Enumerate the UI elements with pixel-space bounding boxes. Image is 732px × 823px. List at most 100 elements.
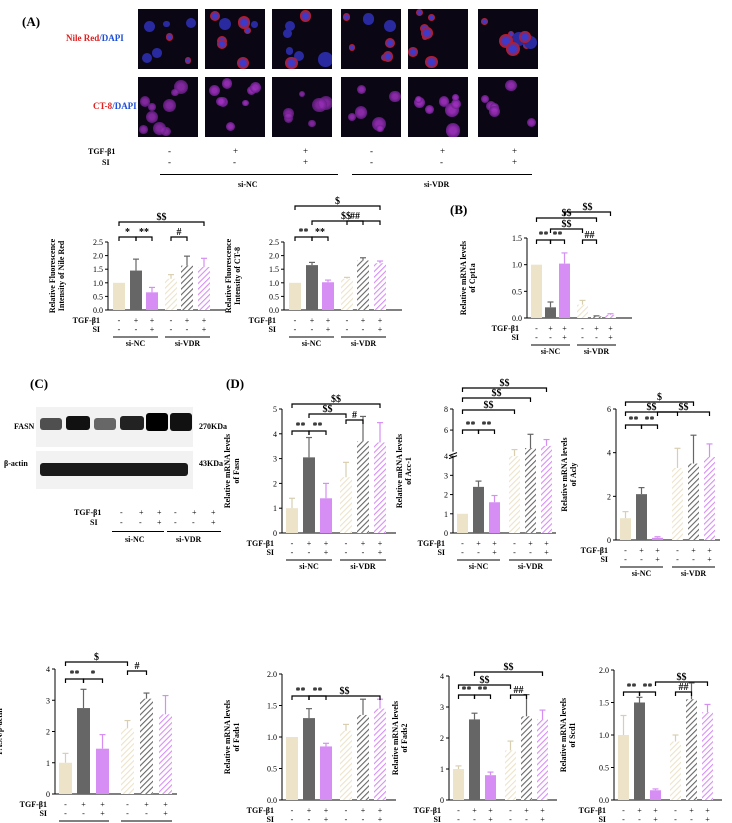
tgf-sign: + — [307, 539, 312, 548]
significance-bracket — [581, 239, 598, 244]
bar — [545, 307, 556, 318]
y-tick-label: 1 — [440, 765, 444, 774]
si-sign: - — [535, 333, 538, 342]
significance-bracket — [674, 691, 693, 696]
si-sign: - — [308, 548, 311, 557]
significance-label: ** — [643, 682, 653, 693]
bar — [357, 714, 369, 800]
significance-label: ## — [585, 230, 595, 241]
treatment-sign: - — [168, 146, 171, 156]
tgf-row-label: TGF-β1 — [247, 539, 274, 548]
bar — [374, 442, 386, 533]
tgf-sign: + — [639, 546, 644, 555]
tgf-sign: + — [144, 800, 149, 809]
significance-bracket — [291, 403, 381, 408]
si-sign: - — [692, 555, 695, 564]
significance-label: # — [352, 410, 357, 421]
si-sign: + — [705, 815, 710, 823]
y-tick-label: 1.5 — [269, 265, 279, 274]
chart-fads2: 0 1 2 3 4 Relative mRNA levelsof Fads2 ** ** ## $… — [391, 662, 557, 823]
si-sign: - — [622, 815, 625, 823]
tgf-sign: - — [535, 324, 538, 333]
significance-label: $ — [94, 652, 99, 663]
group-line-c2 — [167, 531, 221, 532]
si-sign: + — [707, 555, 712, 564]
si-sign: - — [461, 548, 464, 557]
bar — [121, 728, 134, 794]
bar — [165, 278, 177, 310]
nile-red-label: Nile Red/DAPI — [66, 33, 124, 43]
si-sign: - — [473, 815, 476, 823]
group-label: si-NC — [126, 339, 146, 348]
bar — [541, 445, 552, 533]
bar — [686, 699, 697, 800]
significance-label: * — [91, 669, 96, 680]
treatment-sign: - — [174, 518, 177, 527]
tgf-sign: - — [346, 316, 349, 325]
group-label-sinc-c: si-NC — [125, 535, 145, 544]
bar — [620, 518, 631, 540]
y-tick-label: 0 — [444, 529, 448, 538]
significance-label: $ — [657, 392, 662, 403]
tgf-sign: + — [492, 539, 497, 548]
group-label: si-VDR — [351, 339, 377, 348]
significance-label: ** — [629, 415, 639, 426]
chart-cpt1a: 0.0 0.5 1.0 1.5 Relative mRNA levelsof Cpt1a… — [459, 202, 632, 356]
si-sign: - — [529, 548, 532, 557]
si-sign: - — [346, 325, 349, 334]
significance-bracket — [457, 684, 512, 689]
significance-bracket — [509, 694, 528, 699]
micrograph-tile — [205, 9, 265, 69]
significance-label: $$ — [679, 402, 689, 413]
significance-label: $$ — [562, 208, 572, 219]
si-row-label: SI — [433, 815, 441, 823]
significance-label: $$ — [341, 211, 351, 222]
y-tick-label: 2.5 — [269, 238, 279, 247]
si-sign: - — [362, 548, 365, 557]
si-sign: - — [135, 325, 138, 334]
y-tick-label: 8 — [444, 405, 448, 414]
panel-c-letter: (C) — [30, 376, 49, 391]
si-sign: + — [324, 548, 329, 557]
tgf-sign: - — [291, 806, 294, 815]
significance-bracket — [311, 220, 381, 225]
chart-fads1: 0.0 0.5 1.0 1.5 2.0 Relative mRNA levelsof Fa… — [223, 670, 396, 823]
si-sign: + — [100, 809, 105, 818]
bar — [473, 486, 484, 533]
bar — [320, 498, 332, 533]
y-axis-label: Relative mRNA levelsof Scd1 — [559, 698, 577, 772]
significance-bracket — [477, 429, 496, 434]
micrograph-tile — [341, 77, 401, 137]
y-tick-label: 3 — [46, 696, 50, 705]
bar — [303, 718, 315, 800]
group-label: si-NC — [469, 562, 489, 571]
si-row-label: SI — [268, 325, 276, 334]
bar — [670, 741, 681, 800]
treatment-sign: + — [139, 508, 144, 517]
si-row-label: SI — [266, 815, 274, 823]
significance-bracket — [345, 419, 364, 424]
bar — [702, 712, 713, 800]
y-tick-label: 6 — [444, 426, 448, 435]
tgf-row-label: TGF-β1 — [579, 806, 606, 815]
ct8-text: CT-8 — [93, 101, 113, 111]
tgf-sign: - — [345, 806, 348, 815]
significance-bracket — [118, 221, 205, 226]
bar — [469, 719, 480, 800]
treatment-sign: + — [157, 508, 162, 517]
y-tick-label: 1.5 — [512, 234, 522, 243]
bar — [509, 456, 520, 533]
treatment-sign: - — [120, 508, 123, 517]
significance-label: $ — [335, 196, 340, 207]
chart-nile: 0.0 0.5 1.0 1.5 2.0 2.5 Relative FluorescenceI… — [48, 212, 226, 348]
y-tick-label: 0.0 — [599, 796, 609, 805]
group-label: si-NC — [299, 562, 319, 571]
y-tick-label: 0.5 — [93, 292, 103, 301]
panel-b-letter: (B) — [450, 202, 468, 217]
si-sign: - — [64, 809, 67, 818]
dapi-text: /DAPI — [99, 33, 124, 43]
tgf-sign: - — [118, 316, 121, 325]
significance-bracket — [294, 205, 381, 210]
bar — [505, 750, 516, 800]
si-row-label: SI — [600, 555, 608, 564]
